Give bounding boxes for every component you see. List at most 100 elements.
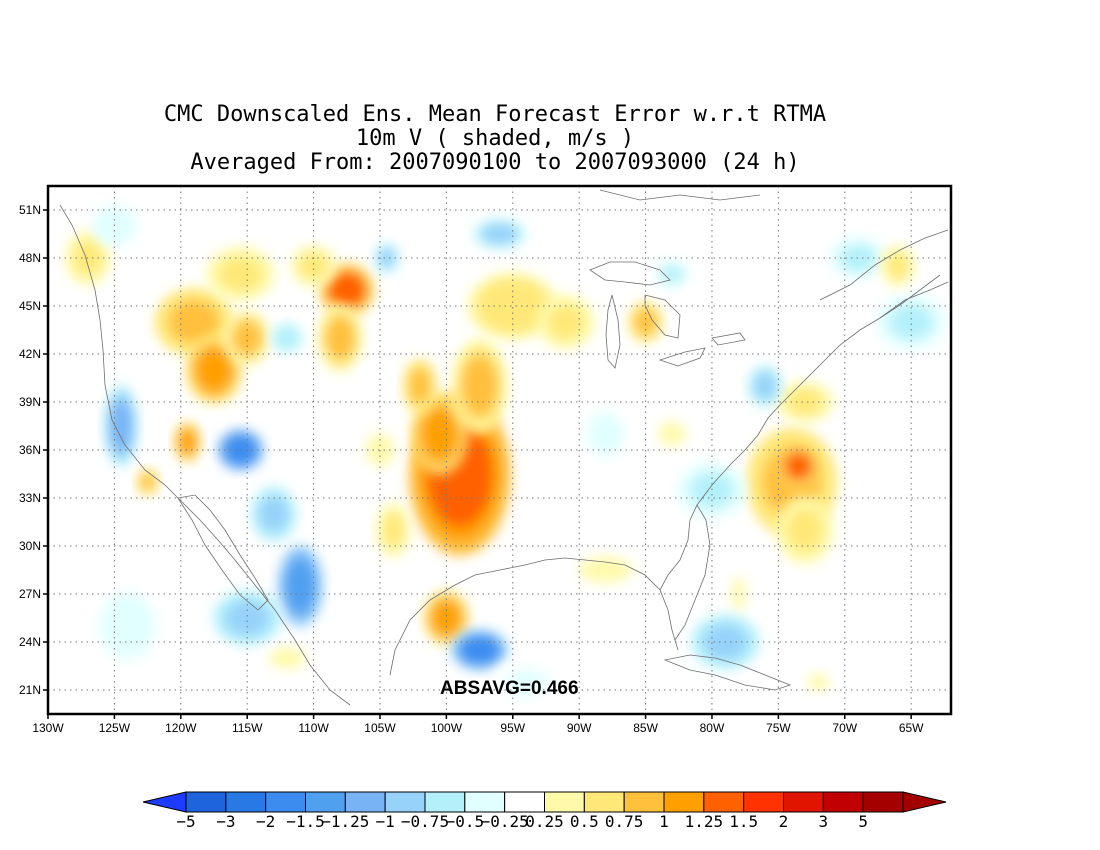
field-anomaly-2 <box>451 338 508 434</box>
field-contour <box>382 512 405 548</box>
colorbar-swatch <box>862 791 904 813</box>
field-anomaly-6 <box>628 301 663 343</box>
colorbar-label: 2 <box>779 812 789 831</box>
field-contour <box>481 223 518 245</box>
field-contour <box>298 252 329 280</box>
field-anomaly-16 <box>291 245 337 287</box>
lon-tick-label: 75W <box>766 721 791 735</box>
colorbar-label: −0.5 <box>446 812 485 831</box>
field-anomaly-5 <box>537 294 595 350</box>
field-anomaly-21 <box>423 590 469 646</box>
lat-tick-label: 42N <box>19 347 41 361</box>
field-contour <box>195 348 233 392</box>
colorbar-label: 5 <box>858 812 868 831</box>
lat-tick-label: 39N <box>19 395 41 409</box>
lake-huron <box>644 294 681 339</box>
field-contour <box>839 244 877 272</box>
lat-tick-label: 36N <box>19 443 41 457</box>
field-contour <box>583 559 628 581</box>
field-anomaly-4 <box>467 272 558 340</box>
field-anomaly-11 <box>224 310 270 366</box>
colorbar-swatch <box>185 791 227 813</box>
field-contour <box>421 407 459 461</box>
field-anomaly-3 <box>402 358 437 414</box>
field-anomaly-19 <box>776 496 834 564</box>
lon-tick-label: 115W <box>232 721 263 735</box>
lon-tick-label: 120W <box>165 721 197 735</box>
cuba-outline <box>663 654 792 691</box>
field-anomaly-8 <box>317 304 363 372</box>
colorbar-label: −0.75 <box>401 812 449 831</box>
colorbar-swatch <box>703 791 745 813</box>
colorbar-swatch <box>225 791 267 813</box>
colorbar-label: 0.5 <box>570 812 599 831</box>
field-anomaly-34 <box>451 629 508 671</box>
colorbar-swatch <box>305 791 346 813</box>
field-contour <box>785 452 812 480</box>
field-contour <box>591 416 621 452</box>
colorbar <box>142 791 947 813</box>
field-contour <box>408 368 431 404</box>
colorbar-label: 1.5 <box>729 812 758 831</box>
lon-tick-label: 100W <box>431 721 463 735</box>
lat-tick-label: 48N <box>19 251 41 265</box>
field-contour <box>377 247 396 269</box>
field-anomaly-22 <box>376 502 411 558</box>
field-contour <box>431 600 461 636</box>
field-anomaly-42 <box>877 294 946 350</box>
field-anomaly-18 <box>777 445 819 487</box>
field-contour <box>809 674 827 690</box>
colorbar-labels: −5 −3 −2 −1.5−1.25 −1 −0.75−0.5−0.250.25 0.5 0.… <box>176 812 868 831</box>
field-contour <box>259 496 289 532</box>
field-contour <box>461 355 498 417</box>
field-anomaly-27 <box>264 644 310 672</box>
lat-tick-label: 30N <box>19 539 41 553</box>
lake-erie <box>658 347 706 367</box>
colorbar-label: 0.25 <box>525 812 564 831</box>
colorbar-swatch <box>384 791 426 813</box>
colorbar-label: −0.25 <box>481 812 529 831</box>
lat-tick-label: 33N <box>19 491 41 505</box>
field-contour <box>168 300 220 344</box>
st-lawrence-coast <box>819 229 949 301</box>
colorbar-label: 1 <box>659 812 669 831</box>
field-anomaly-28 <box>804 671 832 693</box>
field-anomaly-29 <box>217 429 264 471</box>
field-anomaly-13 <box>136 468 159 496</box>
latitude-axis: 21N 24N 27N 30N 33N 36N 39N 42N 45N 48N 51N <box>19 203 48 697</box>
field-anomaly-31 <box>251 486 297 542</box>
field-contour <box>225 600 270 636</box>
field-anomaly-47 <box>583 406 629 462</box>
field-anomaly-40 <box>373 241 401 275</box>
lon-tick-label: 130W <box>32 721 64 735</box>
field-anomaly-45 <box>93 585 162 667</box>
field-contour <box>232 320 262 356</box>
lon-tick-label: 105W <box>364 721 396 735</box>
field-contour <box>786 388 824 416</box>
field-anomaly-14 <box>206 246 275 302</box>
field-contour <box>504 668 548 696</box>
colorbar-swatch <box>344 791 386 813</box>
lon-tick-label: 125W <box>99 721 131 735</box>
lat-tick-label: 45N <box>19 299 41 313</box>
field-anomaly-30 <box>104 385 138 467</box>
longitude-axis: 130W 125W 120W 115W 110W 105W 100W 95W 90W 85W 80W… <box>32 714 924 735</box>
lat-tick-label: 21N <box>19 683 41 697</box>
absavg-annotation: ABSAVG=0.466 <box>440 678 579 699</box>
colorbar-label: −3 <box>216 812 235 831</box>
colorbar-label: −1 <box>376 812 395 831</box>
field-anomaly-1 <box>411 393 468 475</box>
field-anomaly-44 <box>655 260 690 288</box>
lon-tick-label: 80W <box>700 721 725 735</box>
field-contour <box>483 284 542 328</box>
field-contour <box>889 304 934 340</box>
lon-tick-label: 110W <box>298 721 329 735</box>
field-contour <box>105 599 150 653</box>
field-anomaly-37 <box>748 365 783 407</box>
lat-tick-label: 51N <box>19 203 41 217</box>
field-anomaly-38 <box>471 217 528 251</box>
colorbar-swatch <box>464 791 506 813</box>
field-anomaly-10 <box>185 336 243 404</box>
map-title-line-1: CMC Downscaled Ens. Mean Forecast Error … <box>163 102 827 127</box>
colorbar-label: 0.75 <box>605 812 644 831</box>
